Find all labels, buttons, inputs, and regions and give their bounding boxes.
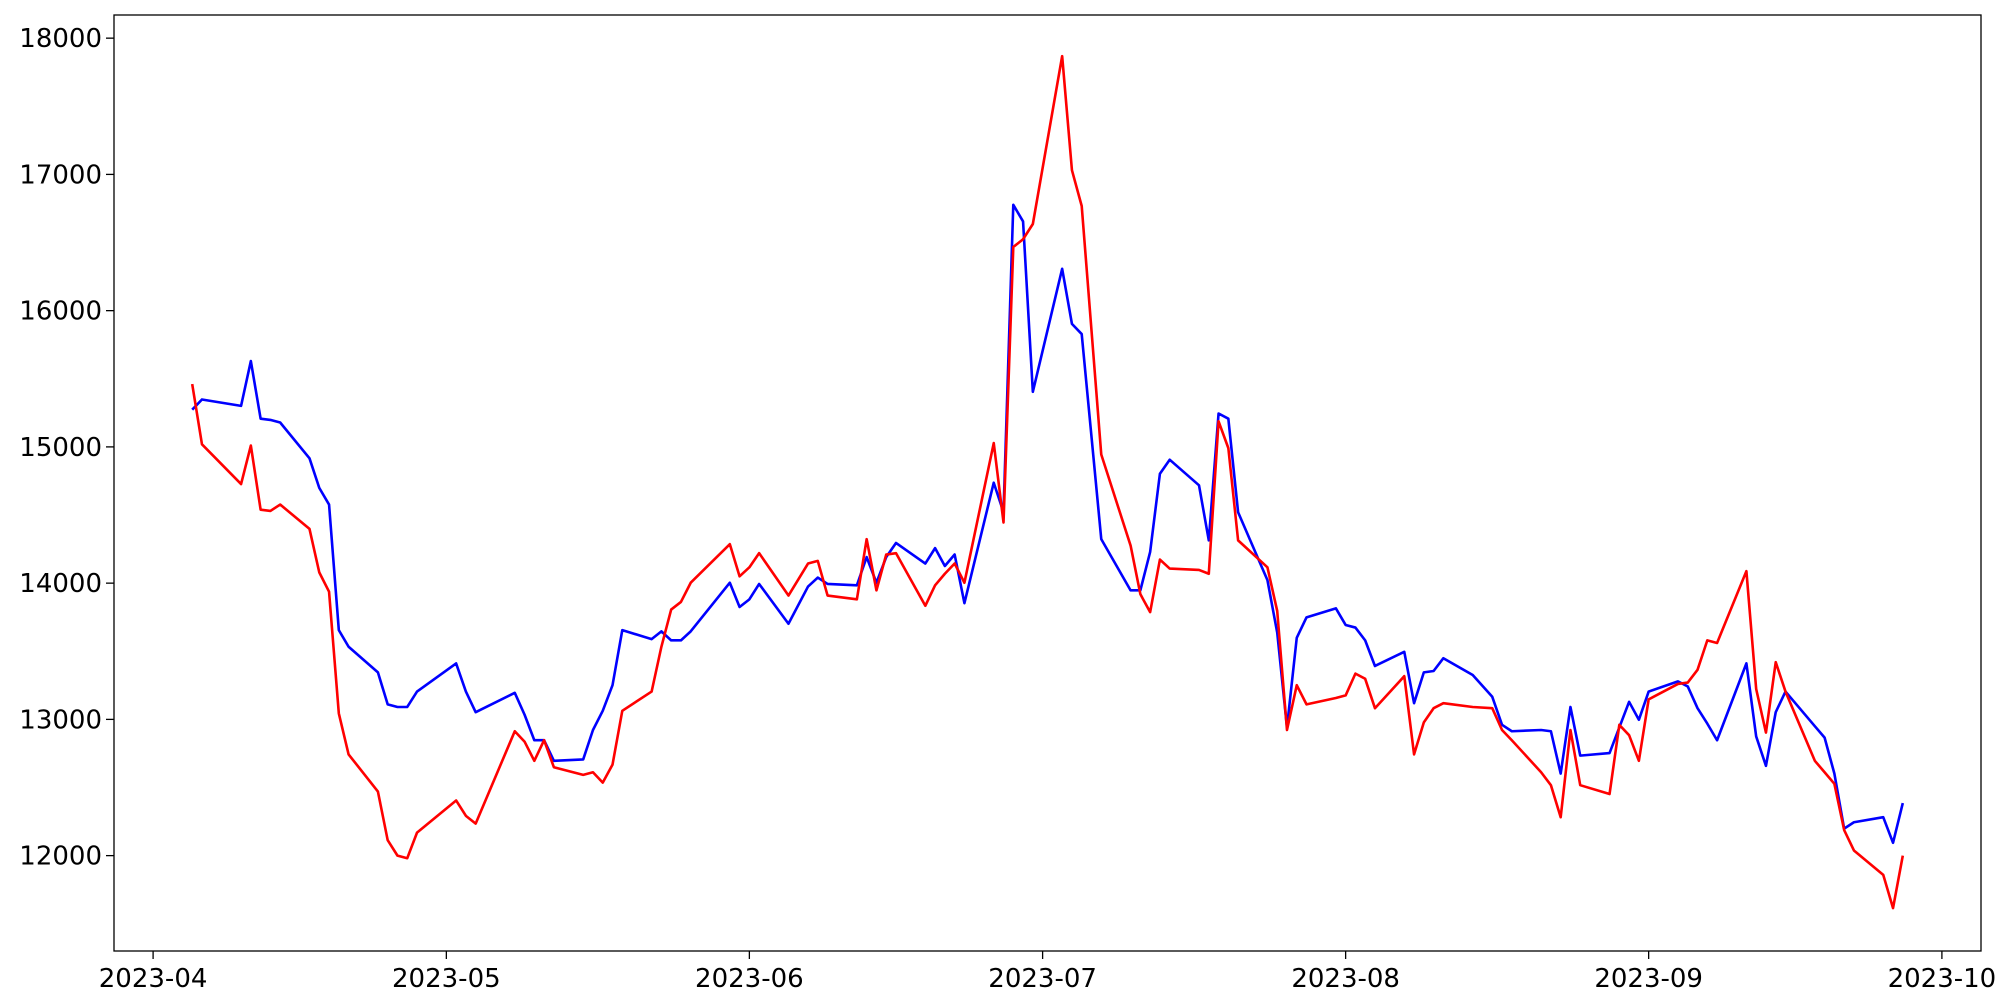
y-tick-label: 15000 bbox=[19, 433, 102, 463]
x-tick-label: 2023-07 bbox=[988, 964, 1097, 994]
data-line bbox=[190, 54, 1905, 910]
x-tick-label: 2023-05 bbox=[392, 964, 501, 994]
y-tick-label: 12000 bbox=[19, 842, 102, 872]
y-tick-label: 14000 bbox=[19, 569, 102, 599]
x-tick-label: 2023-09 bbox=[1594, 964, 1703, 994]
y-tick-label: 16000 bbox=[19, 297, 102, 327]
y-tick-label: 13000 bbox=[19, 705, 102, 735]
x-tick-label: 2023-08 bbox=[1291, 964, 1400, 994]
x-tick-label: 2023-06 bbox=[695, 964, 804, 994]
data-line bbox=[191, 203, 1905, 845]
x-tick-label: 2023-10 bbox=[1888, 964, 1997, 994]
y-tick-label: 17000 bbox=[19, 160, 102, 190]
x-tick-label: 2023-04 bbox=[99, 964, 208, 994]
y-tick-label: 18000 bbox=[19, 24, 102, 54]
plot-frame bbox=[113, 14, 1982, 952]
